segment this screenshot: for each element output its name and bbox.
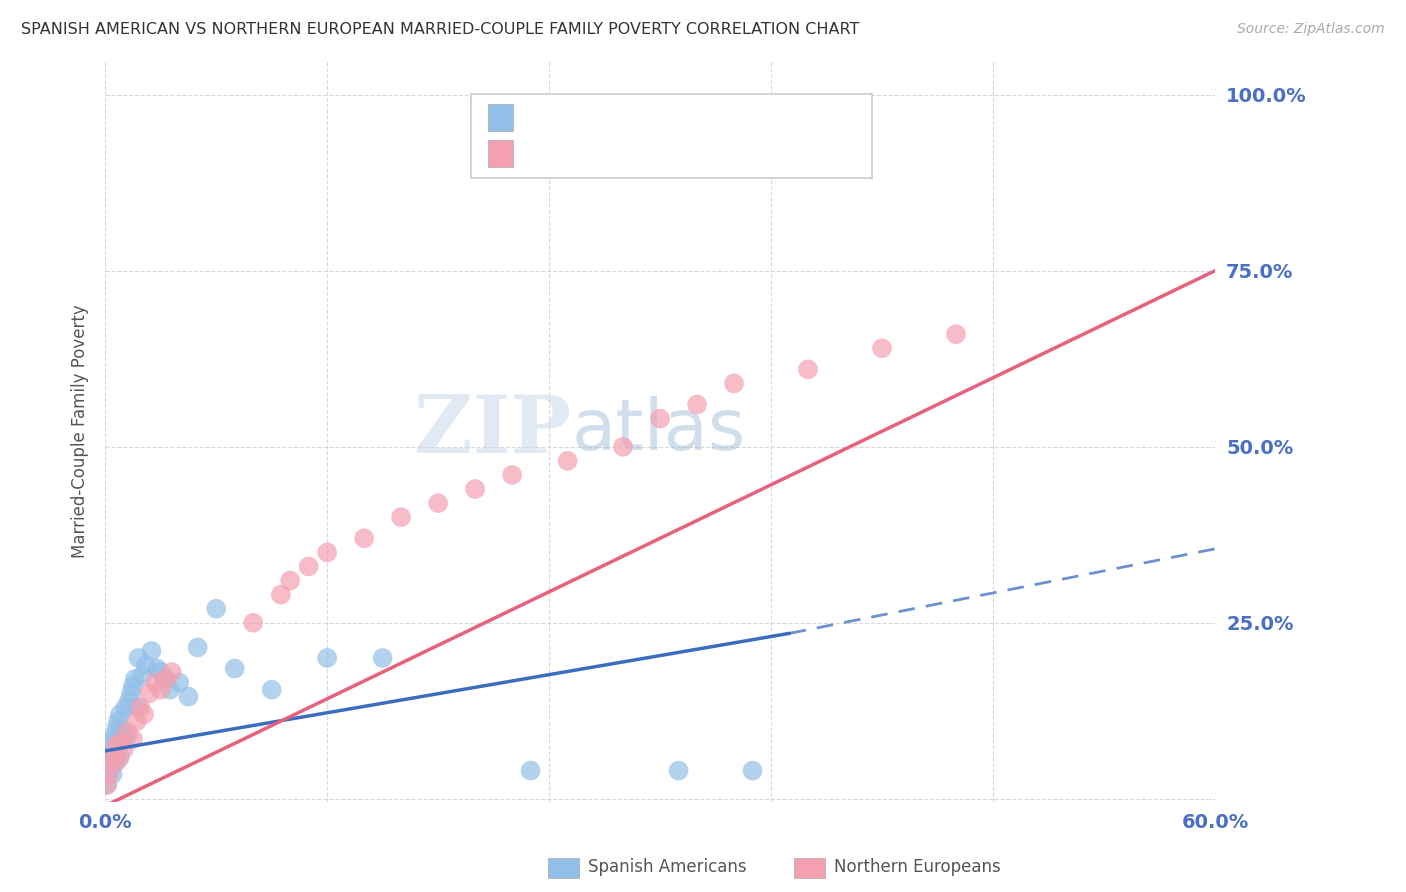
Point bbox=[316, 545, 339, 559]
Point bbox=[120, 686, 142, 700]
Point bbox=[159, 682, 181, 697]
Point bbox=[143, 675, 166, 690]
Point bbox=[103, 756, 125, 771]
Point bbox=[427, 496, 450, 510]
Point bbox=[723, 376, 745, 391]
Point bbox=[117, 725, 139, 739]
Point bbox=[96, 778, 118, 792]
Text: Source: ZipAtlas.com: Source: ZipAtlas.com bbox=[1237, 22, 1385, 37]
Point bbox=[177, 690, 200, 704]
Text: N = 37: N = 37 bbox=[682, 144, 752, 163]
Point bbox=[242, 615, 264, 630]
Point bbox=[96, 778, 118, 792]
Point bbox=[112, 742, 135, 756]
Point bbox=[464, 482, 486, 496]
Point bbox=[648, 411, 671, 425]
Point bbox=[149, 665, 172, 679]
Point bbox=[205, 601, 228, 615]
Point bbox=[278, 574, 301, 588]
Point bbox=[870, 341, 893, 355]
Point bbox=[108, 707, 131, 722]
Point bbox=[270, 588, 292, 602]
Point bbox=[128, 651, 150, 665]
Point bbox=[389, 510, 412, 524]
Point bbox=[260, 682, 283, 697]
Point bbox=[131, 668, 153, 682]
Point bbox=[129, 700, 152, 714]
Point bbox=[101, 767, 124, 781]
Point bbox=[97, 749, 120, 764]
Point bbox=[112, 731, 135, 746]
Point bbox=[100, 735, 122, 749]
Point bbox=[519, 764, 541, 778]
Point bbox=[122, 731, 145, 746]
Point bbox=[224, 661, 246, 675]
Point bbox=[686, 398, 709, 412]
Point bbox=[797, 362, 820, 376]
Point bbox=[612, 440, 634, 454]
Point bbox=[97, 767, 120, 781]
Point bbox=[103, 749, 125, 764]
Text: R = 0.747: R = 0.747 bbox=[524, 144, 627, 163]
Point bbox=[141, 644, 163, 658]
Text: atlas: atlas bbox=[571, 396, 745, 466]
Text: R = 0.287: R = 0.287 bbox=[524, 108, 627, 128]
Point bbox=[167, 675, 190, 690]
Point bbox=[1389, 87, 1406, 102]
Point bbox=[371, 651, 394, 665]
Point bbox=[135, 658, 157, 673]
Point bbox=[187, 640, 209, 655]
Point bbox=[114, 700, 136, 714]
Point bbox=[122, 679, 145, 693]
Point bbox=[741, 764, 763, 778]
Point bbox=[132, 707, 155, 722]
Point bbox=[160, 665, 183, 679]
Point bbox=[100, 753, 122, 767]
Point bbox=[153, 672, 176, 686]
Point bbox=[501, 467, 523, 482]
Point bbox=[108, 735, 131, 749]
Point bbox=[124, 672, 146, 686]
Point bbox=[101, 742, 124, 756]
Point bbox=[118, 693, 141, 707]
Point bbox=[316, 651, 339, 665]
Point bbox=[125, 700, 148, 714]
Point bbox=[125, 714, 148, 729]
Point bbox=[105, 749, 128, 764]
Point bbox=[668, 764, 690, 778]
Point bbox=[298, 559, 321, 574]
Point bbox=[149, 682, 172, 697]
Point bbox=[108, 749, 131, 764]
Text: ZIP: ZIP bbox=[415, 392, 571, 470]
Text: N = 43: N = 43 bbox=[682, 108, 752, 128]
Point bbox=[100, 756, 122, 771]
Y-axis label: Married-Couple Family Poverty: Married-Couple Family Poverty bbox=[72, 304, 89, 558]
Point bbox=[97, 764, 120, 778]
Point bbox=[107, 753, 129, 767]
Point bbox=[105, 722, 128, 736]
Point bbox=[557, 454, 579, 468]
Point bbox=[111, 725, 134, 739]
Point bbox=[107, 735, 129, 749]
Point bbox=[117, 728, 139, 742]
Point bbox=[353, 531, 375, 545]
Point bbox=[945, 327, 967, 342]
Point bbox=[138, 686, 160, 700]
Point bbox=[107, 714, 129, 729]
Point bbox=[146, 661, 169, 675]
Point bbox=[105, 739, 128, 753]
Text: Spanish Americans: Spanish Americans bbox=[588, 858, 747, 876]
Text: Northern Europeans: Northern Europeans bbox=[834, 858, 1001, 876]
Point bbox=[103, 728, 125, 742]
Text: SPANISH AMERICAN VS NORTHERN EUROPEAN MARRIED-COUPLE FAMILY POVERTY CORRELATION : SPANISH AMERICAN VS NORTHERN EUROPEAN MA… bbox=[21, 22, 859, 37]
Point bbox=[155, 672, 177, 686]
